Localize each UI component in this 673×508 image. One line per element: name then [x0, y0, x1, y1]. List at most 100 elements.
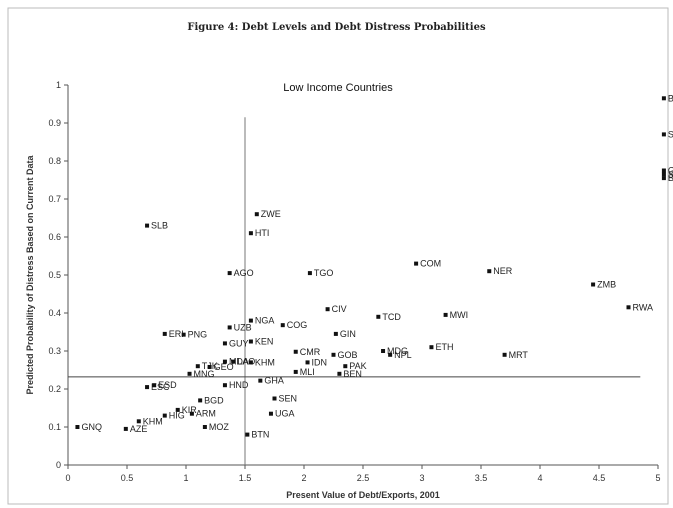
- data-point: [661, 168, 666, 173]
- x-tick-label: 2: [301, 473, 306, 483]
- y-tick-label: 0.6: [48, 232, 61, 242]
- data-point: [381, 349, 386, 353]
- y-tick-label: 0.7: [48, 194, 61, 204]
- data-point: [75, 425, 80, 429]
- y-tick-label: 0.1: [48, 422, 61, 432]
- data-point: [231, 359, 236, 364]
- point-label: CMR: [300, 347, 321, 357]
- y-tick-label: 0.3: [48, 346, 61, 356]
- point-label: NGA: [255, 316, 275, 326]
- x-tick-label: 0.5: [121, 473, 134, 483]
- data-point: [272, 396, 277, 401]
- data-point: [189, 411, 194, 416]
- data-point: [254, 212, 259, 217]
- point-label: GHA: [264, 376, 284, 386]
- point-label: ARM: [196, 409, 216, 419]
- x-tick-label: 4: [537, 473, 542, 483]
- data-point: [248, 360, 253, 365]
- point-label: GUY: [229, 338, 249, 348]
- x-tick-label: 3.5: [475, 473, 488, 483]
- data-point: [333, 331, 338, 336]
- data-point: [268, 411, 273, 416]
- point-label: KIR: [182, 405, 198, 415]
- data-point: [198, 398, 203, 403]
- x-axis-title: Present Value of Debt/Exports, 2001: [286, 490, 440, 500]
- point-label: RWA: [633, 302, 654, 312]
- data-point: [305, 360, 310, 365]
- data-point: [429, 345, 434, 350]
- data-point: [376, 314, 381, 319]
- data-point: [443, 312, 448, 317]
- point-label: PAK: [349, 361, 366, 371]
- data-point: [227, 271, 232, 276]
- y-tick-label: 0: [56, 460, 61, 470]
- data-point: [661, 172, 666, 177]
- point-label: BTN: [251, 430, 269, 440]
- y-tick-label: 0.4: [48, 308, 61, 318]
- point-label: COG: [287, 320, 308, 330]
- point-label: BDI: [668, 93, 673, 103]
- data-point: [136, 419, 141, 424]
- data-point: [152, 383, 157, 388]
- point-label: HND: [229, 380, 249, 390]
- data-point: [331, 352, 336, 357]
- y-tick-label: 0.5: [48, 270, 61, 280]
- point-label: SEN: [279, 394, 298, 404]
- point-label: SLB: [151, 221, 168, 231]
- point-label: NPL: [394, 350, 412, 360]
- y-tick-label: 1: [56, 80, 61, 90]
- data-point: [343, 364, 348, 369]
- data-point: [248, 318, 253, 323]
- x-tick-label: 0: [65, 473, 70, 483]
- point-label: MDG: [387, 346, 408, 356]
- data-point: [187, 371, 192, 376]
- point-label: ERI: [169, 329, 184, 339]
- data-point: [222, 359, 227, 364]
- point-label: PNG: [188, 330, 208, 340]
- point-label: MRT: [509, 350, 529, 360]
- data-point: [227, 325, 232, 330]
- data-point: [337, 371, 342, 376]
- data-point: [162, 413, 167, 418]
- chart-title: Low Income Countries: [283, 82, 393, 94]
- data-point: [661, 132, 666, 137]
- point-label: NER: [493, 266, 513, 276]
- point-label: GNB: [668, 166, 673, 176]
- data-point: [661, 96, 666, 101]
- x-tick-label: 3: [419, 473, 424, 483]
- point-label: GOB: [338, 350, 358, 360]
- figure-frame: [7, 7, 669, 505]
- point-label: ESC: [151, 382, 170, 392]
- data-point: [293, 369, 298, 374]
- point-label: BEN: [343, 369, 362, 379]
- point-label: COM: [420, 259, 441, 269]
- figure-title: Figure 4: Debt Levels and Debt Distress …: [187, 22, 486, 33]
- point-label: GNQ: [81, 422, 102, 432]
- data-point: [414, 261, 419, 266]
- point-label: UZB: [234, 322, 252, 332]
- point-label: GEO: [214, 362, 234, 372]
- point-label: GIN: [340, 329, 356, 339]
- point-label: KHM: [143, 416, 163, 426]
- point-label: HIG: [169, 411, 185, 421]
- point-label: TGO: [314, 268, 334, 278]
- y-tick-label: 0.8: [48, 156, 61, 166]
- point-label: ETH: [435, 342, 453, 352]
- point-label: AZE: [130, 424, 148, 434]
- x-tick-label: 1: [183, 473, 188, 483]
- data-point: [248, 231, 253, 236]
- x-tick-label: 2.5: [357, 473, 370, 483]
- x-tick-label: 5: [655, 473, 660, 483]
- data-point: [293, 349, 298, 354]
- point-label: BGD: [204, 395, 224, 405]
- point-label: HTI: [255, 228, 270, 238]
- data-point: [245, 432, 250, 437]
- data-point: [162, 331, 167, 336]
- point-label: BFA: [668, 173, 673, 183]
- point-label: KHM: [255, 357, 275, 367]
- data-point: [591, 282, 596, 287]
- point-label: IDN: [312, 357, 328, 367]
- data-point: [626, 305, 631, 310]
- data-point: [661, 176, 666, 181]
- data-point: [202, 425, 207, 429]
